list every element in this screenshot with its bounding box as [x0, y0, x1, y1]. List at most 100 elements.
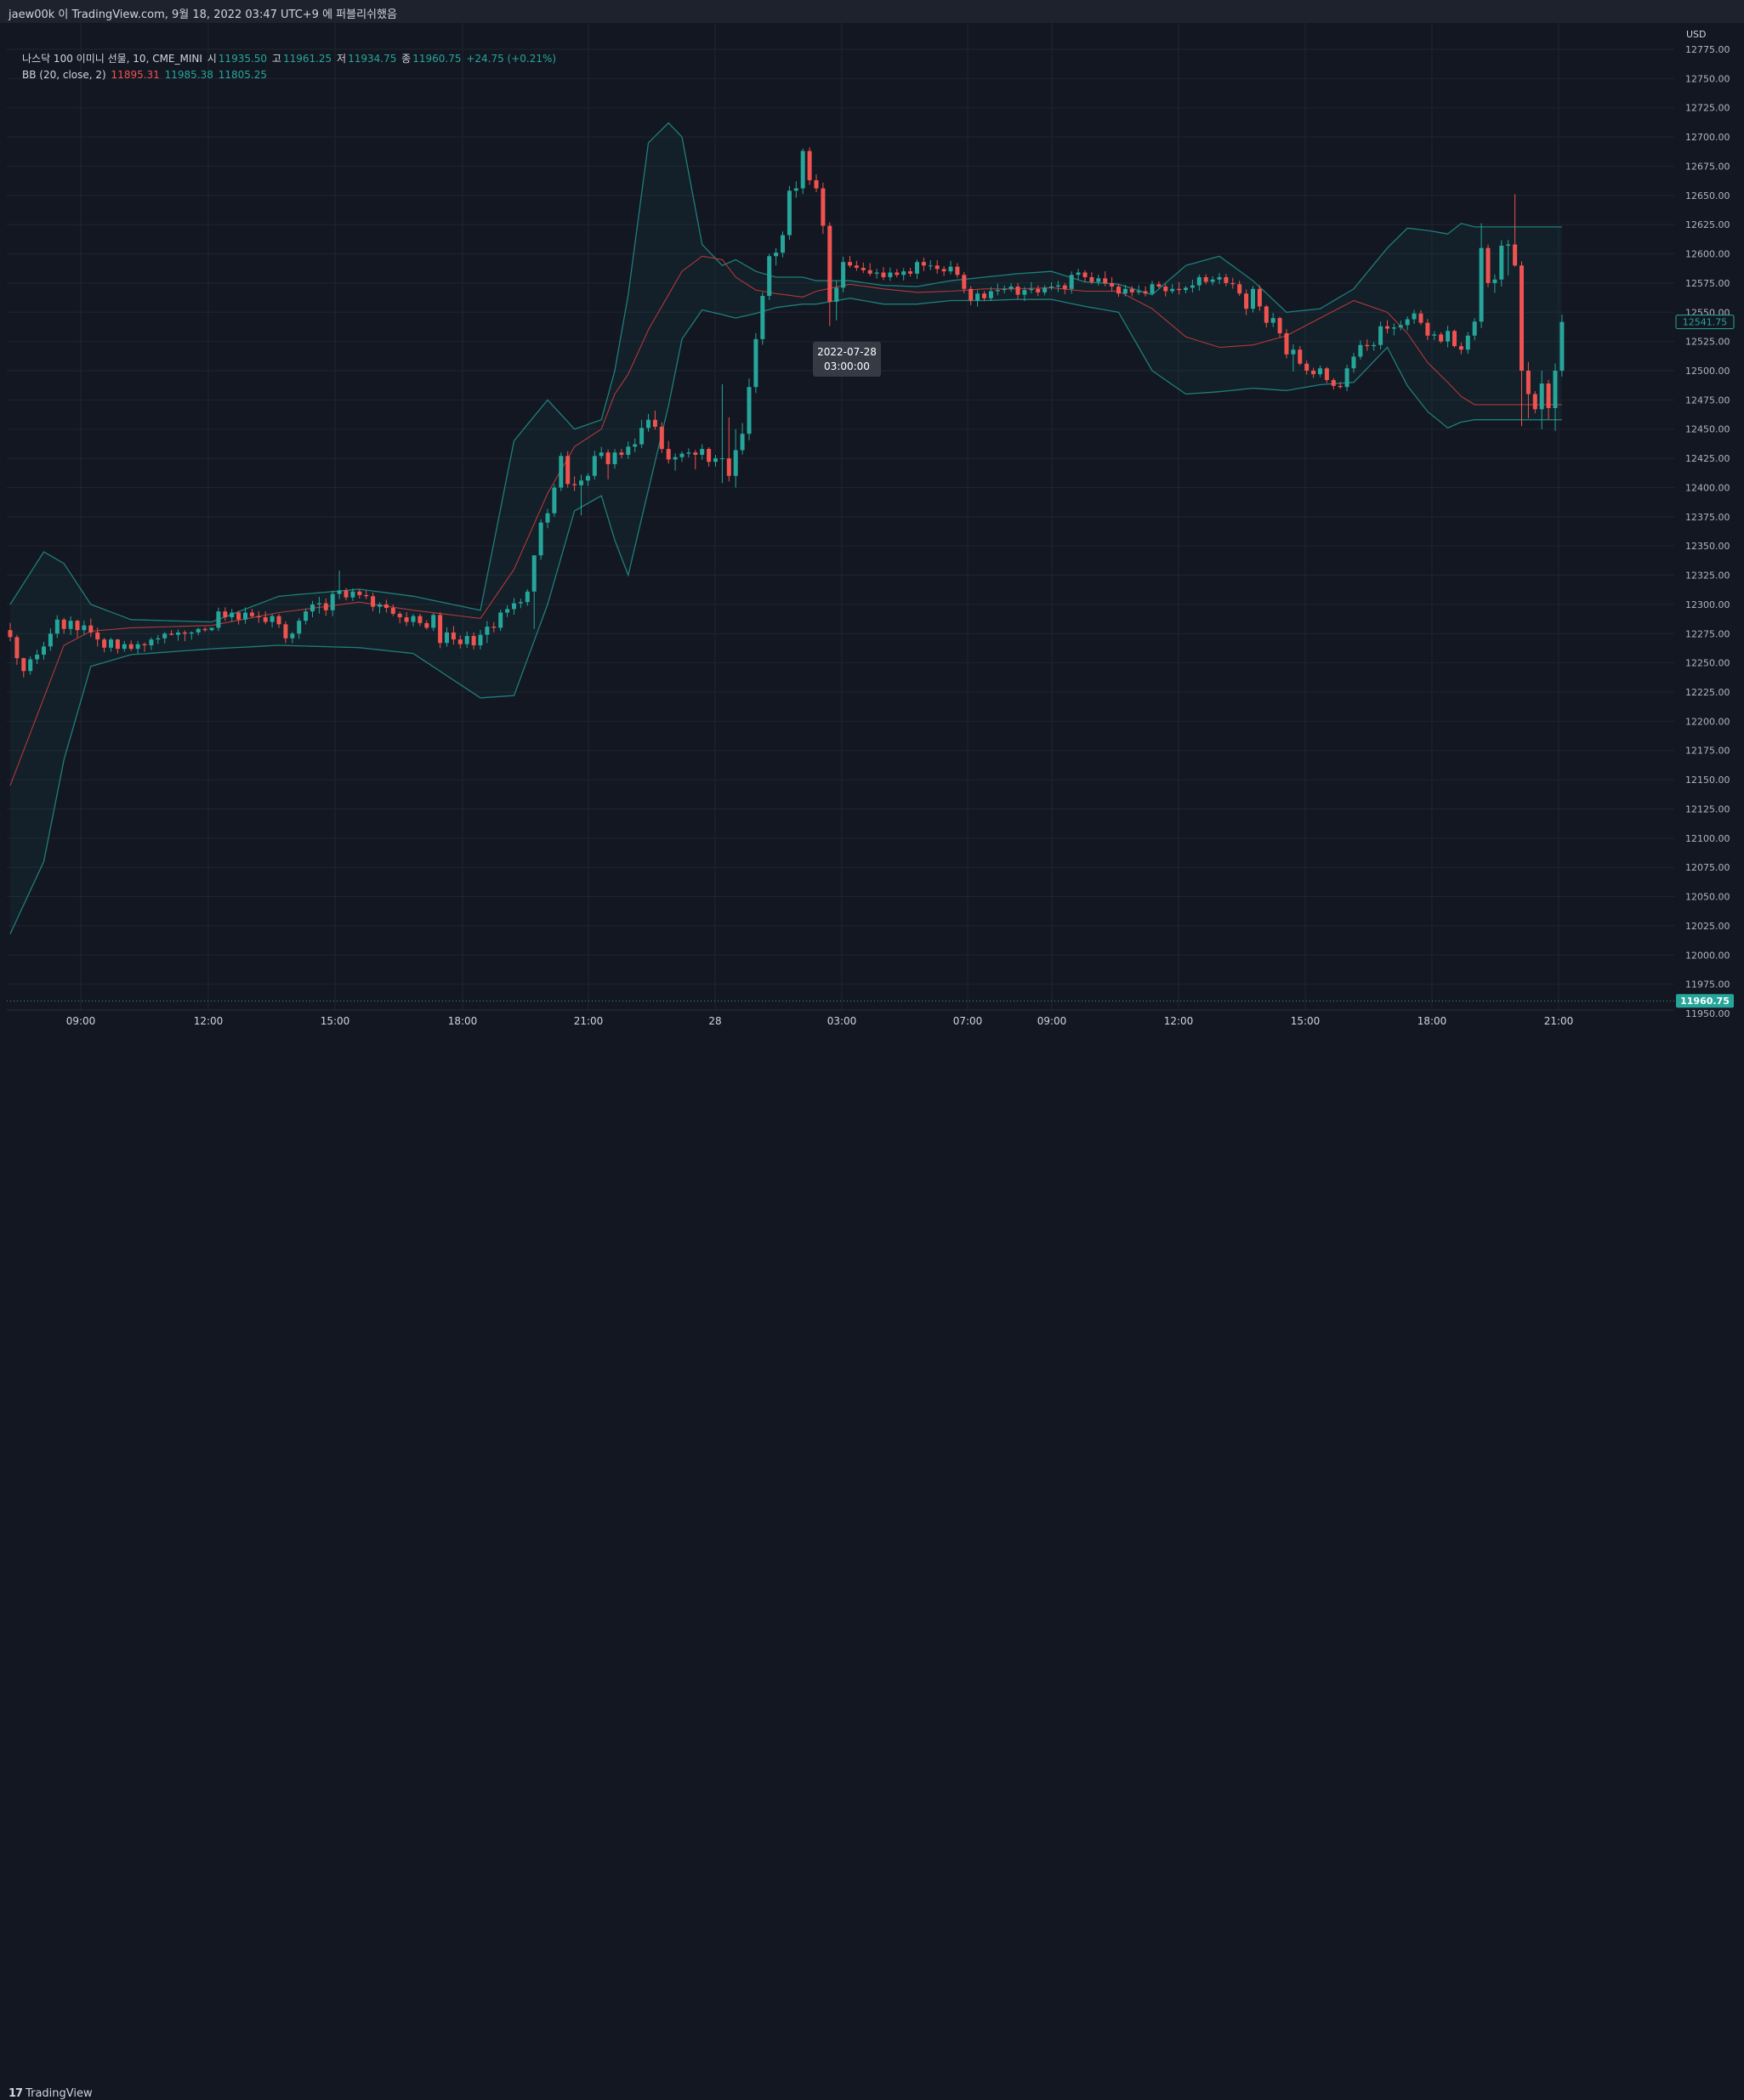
candle-142	[962, 271, 967, 294]
candle-102	[693, 450, 698, 470]
price-tick-11: 12500.00	[1685, 366, 1730, 377]
price-tick-30: 12025.00	[1685, 921, 1730, 932]
time-tick-3: 18:00	[448, 1015, 478, 1027]
candle-body	[1520, 265, 1524, 371]
price-tick-6: 12625.00	[1685, 219, 1730, 230]
candle-body	[1015, 287, 1020, 295]
legend-symbol: 나스닥 100 이미니 선물, 10, CME_MINI	[22, 53, 202, 65]
candle-body	[652, 419, 657, 427]
candle-151	[1022, 287, 1027, 302]
time-axis[interactable]: 09:00 12:00 15:00 18:00 21:00 28 03:00 07:00 09:…	[7, 1009, 1674, 1040]
candle-3	[28, 656, 33, 675]
candle-body	[1338, 385, 1343, 388]
candle-32	[223, 607, 228, 621]
candle-182	[1230, 277, 1236, 289]
candle-body	[424, 622, 429, 628]
candle-body	[585, 475, 590, 481]
candle-170	[1150, 281, 1155, 296]
price-tick-10: 12525.00	[1685, 337, 1730, 348]
candle-body	[451, 632, 456, 640]
time-tick-9: 12:00	[1164, 1015, 1194, 1027]
candle-6	[48, 628, 53, 651]
candle-27	[189, 631, 194, 640]
candle-133	[901, 268, 906, 281]
candle-214	[1446, 326, 1451, 348]
candle-body	[679, 453, 685, 457]
candle-body	[1277, 318, 1282, 334]
chart-panel[interactable]: 2022-07-28 03:00:00 09:00 12:00 15:00 18:00…	[7, 23, 1674, 1040]
candle-body	[633, 444, 638, 447]
candle-167	[1129, 286, 1134, 297]
candle-body	[700, 449, 705, 455]
candle-body	[149, 639, 154, 646]
candle-body	[48, 633, 53, 647]
candle-body	[915, 262, 919, 274]
candle-33	[230, 609, 235, 622]
candle-body	[1439, 334, 1444, 342]
candle-body	[713, 458, 718, 463]
candle-83	[565, 451, 571, 488]
candle-body	[512, 603, 516, 610]
candle-body	[1096, 278, 1101, 282]
candle-172	[1163, 284, 1168, 297]
candle-body	[1358, 344, 1363, 357]
candle-123	[834, 281, 839, 321]
candle-67	[457, 635, 463, 649]
price-tick-20: 12275.00	[1685, 628, 1730, 639]
candle-131	[888, 267, 893, 281]
candle-body	[196, 628, 201, 633]
candle-39	[270, 614, 275, 628]
candle-160	[1082, 270, 1088, 282]
candle-body	[1116, 287, 1121, 294]
candle-108	[733, 429, 738, 488]
candle-body	[955, 266, 960, 275]
candle-body	[854, 265, 859, 269]
candle-86	[585, 473, 590, 486]
candle-body	[202, 628, 207, 631]
candle-body	[531, 555, 537, 592]
candle-132	[895, 269, 900, 278]
candle-body	[1210, 279, 1215, 282]
candle-103	[700, 444, 705, 460]
candle-138	[934, 260, 940, 274]
candle-101	[686, 448, 691, 457]
candle-215	[1452, 329, 1457, 348]
candle-body	[68, 621, 73, 629]
candle-body	[1532, 394, 1537, 410]
price-tick-21: 12250.00	[1685, 658, 1730, 669]
candle-body	[223, 611, 228, 618]
candle-74	[505, 605, 510, 617]
candle-body	[1224, 277, 1229, 283]
price-axis[interactable]: USD 12775.00 12750.00 12725.00 12700.00 1267…	[1674, 23, 1744, 1040]
candle-body	[1156, 284, 1162, 287]
candle-body	[1372, 344, 1377, 347]
price-tick-12: 12475.00	[1685, 394, 1730, 406]
candle-140	[948, 260, 953, 275]
candle-body	[330, 593, 335, 610]
price-tick-29: 12050.00	[1685, 892, 1730, 903]
candle-78	[531, 555, 537, 629]
candle-4	[35, 650, 40, 665]
candle-body	[135, 644, 140, 650]
candle-65	[445, 627, 449, 647]
candle-body	[243, 612, 247, 620]
candle-body	[236, 612, 241, 620]
price-tick-28: 12075.00	[1685, 862, 1730, 873]
candle-body	[1069, 275, 1074, 289]
candle-56	[383, 599, 389, 613]
candle-body	[438, 615, 443, 644]
legend-low: 11934.75	[348, 53, 397, 65]
candle-body	[142, 644, 147, 646]
candle-body	[1196, 277, 1201, 286]
candle-89	[605, 449, 611, 480]
time-tick-12: 21:00	[1544, 1015, 1574, 1027]
candle-body	[1559, 321, 1565, 371]
candle-body	[1365, 344, 1370, 347]
tradingview-logo[interactable]: 17 TradingView	[9, 2087, 93, 2100]
candlestick-chart[interactable]: 2022-07-28 03:00:00 09:00 12:00 15:00 18:00…	[7, 23, 1674, 1040]
price-axis-scale[interactable]: USD 12775.00 12750.00 12725.00 12700.00 1267…	[1674, 23, 1744, 1040]
candle-62	[424, 620, 429, 630]
candle-8	[61, 617, 66, 634]
candle-body	[1525, 371, 1531, 394]
candle-body	[888, 272, 893, 278]
